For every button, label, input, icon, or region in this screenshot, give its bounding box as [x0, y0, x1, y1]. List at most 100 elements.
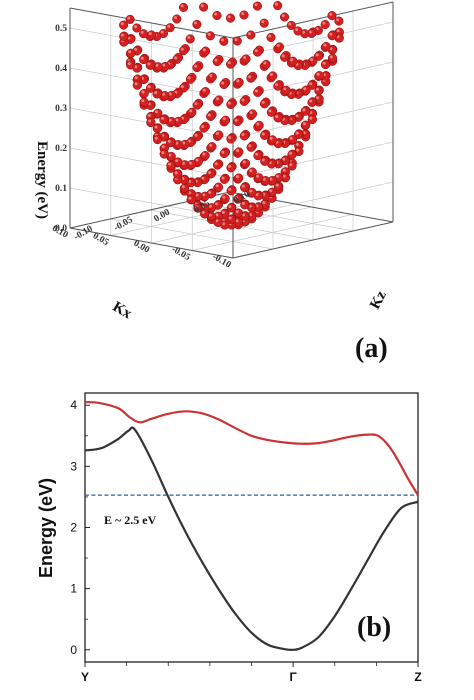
- data-point-highlight: [175, 118, 179, 122]
- data-point-highlight: [168, 162, 172, 166]
- data-point: [214, 130, 224, 140]
- data-point-highlight: [228, 164, 232, 168]
- data-point-highlight: [242, 160, 246, 164]
- data-point: [234, 147, 244, 157]
- data-point-highlight: [162, 92, 165, 96]
- data-point-highlight: [215, 219, 219, 223]
- data-point-highlight: [329, 55, 333, 59]
- data-point-highlight: [134, 76, 138, 80]
- data-point-highlight: [208, 213, 212, 217]
- data-point-highlight: [254, 3, 258, 7]
- data-point: [232, 117, 243, 127]
- data-point-highlight: [236, 79, 240, 83]
- data-point-highlight: [329, 32, 333, 36]
- data-point-highlight: [303, 87, 307, 91]
- data-point: [199, 2, 209, 12]
- data-point-highlight: [249, 189, 253, 193]
- data-point-highlight: [295, 131, 299, 135]
- data-point-highlight: [202, 205, 205, 208]
- data-point-highlight: [281, 14, 285, 18]
- data-point-highlight: [295, 114, 299, 118]
- data-point-highlight: [289, 136, 293, 140]
- data-point-highlight: [235, 196, 239, 200]
- data-point-highlight: [336, 18, 340, 22]
- data-point: [219, 79, 229, 90]
- data-point-highlight: [167, 139, 171, 143]
- data-point: [314, 71, 324, 81]
- data-point-highlight: [161, 145, 165, 149]
- panel-a-kz-axis-label: Kz: [367, 288, 390, 312]
- data-point: [146, 30, 157, 40]
- data-point-highlight: [269, 73, 273, 76]
- data-point: [220, 194, 230, 204]
- data-point: [246, 73, 256, 83]
- x-tick-label: Z: [414, 670, 421, 684]
- data-point-highlight: [215, 202, 218, 206]
- data-point-highlight: [281, 54, 285, 58]
- data-point: [199, 123, 209, 133]
- kx-tick-label: 0.05: [91, 231, 111, 248]
- data-point: [261, 59, 271, 69]
- data-point-highlight: [221, 176, 225, 180]
- data-point: [266, 32, 276, 42]
- data-point: [288, 56, 298, 66]
- data-point-highlight: [200, 4, 204, 8]
- y-tick-label: 1: [70, 582, 77, 596]
- data-point-highlight: [194, 102, 198, 106]
- data-point-highlight: [175, 141, 179, 145]
- data-point: [139, 88, 149, 98]
- data-point: [206, 111, 216, 121]
- y-tick-label: 0: [70, 643, 77, 657]
- data-point-highlight: [141, 90, 145, 94]
- data-point: [239, 131, 249, 141]
- data-point-highlight: [134, 25, 137, 29]
- data-point: [254, 120, 264, 130]
- data-point-highlight: [309, 82, 313, 86]
- data-point: [246, 30, 256, 40]
- data-point: [207, 72, 217, 82]
- data-point: [205, 31, 215, 41]
- data-point: [226, 59, 236, 69]
- data-point: [225, 13, 236, 23]
- data-point: [239, 10, 249, 20]
- data-point-highlight: [222, 222, 225, 226]
- data-point-highlight: [282, 157, 286, 161]
- data-point-highlight: [275, 183, 279, 187]
- data-point: [159, 149, 169, 159]
- data-point-highlight: [127, 16, 131, 20]
- data-point-highlight: [254, 49, 258, 53]
- data-point-highlight: [234, 38, 238, 42]
- data-point: [273, 81, 283, 91]
- data-point-highlight: [175, 159, 179, 163]
- data-point-highlight: [168, 118, 172, 122]
- data-point-highlight: [222, 195, 226, 199]
- data-point-highlight: [141, 99, 145, 103]
- data-point-highlight: [241, 133, 245, 136]
- data-point-highlight: [316, 87, 319, 91]
- z-tick-label: 0.0: [55, 224, 67, 234]
- data-point-highlight: [187, 36, 191, 39]
- data-point-highlight: [201, 125, 205, 129]
- data-point: [267, 135, 278, 145]
- data-point: [212, 57, 222, 67]
- data-point-highlight: [302, 30, 305, 34]
- data-point-highlight: [202, 193, 206, 197]
- data-point-highlight: [269, 189, 273, 193]
- data-point: [226, 163, 236, 173]
- data-point: [187, 107, 197, 117]
- x-tick-label: Y: [81, 670, 89, 684]
- data-point-highlight: [316, 96, 320, 100]
- data-point-highlight: [188, 196, 192, 200]
- data-point-highlight: [322, 21, 326, 25]
- data-point-highlight: [188, 161, 192, 165]
- data-point: [281, 85, 291, 95]
- panel-b-y-axis-label: Energy (eV): [36, 478, 56, 578]
- y-tick-label: 2: [70, 521, 77, 535]
- data-point-highlight: [194, 21, 198, 25]
- data-point: [268, 71, 278, 81]
- data-point-highlight: [268, 109, 272, 113]
- data-point-highlight: [256, 122, 260, 126]
- data-point-highlight: [261, 132, 265, 136]
- data-point-highlight: [140, 30, 144, 34]
- data-point: [301, 120, 311, 130]
